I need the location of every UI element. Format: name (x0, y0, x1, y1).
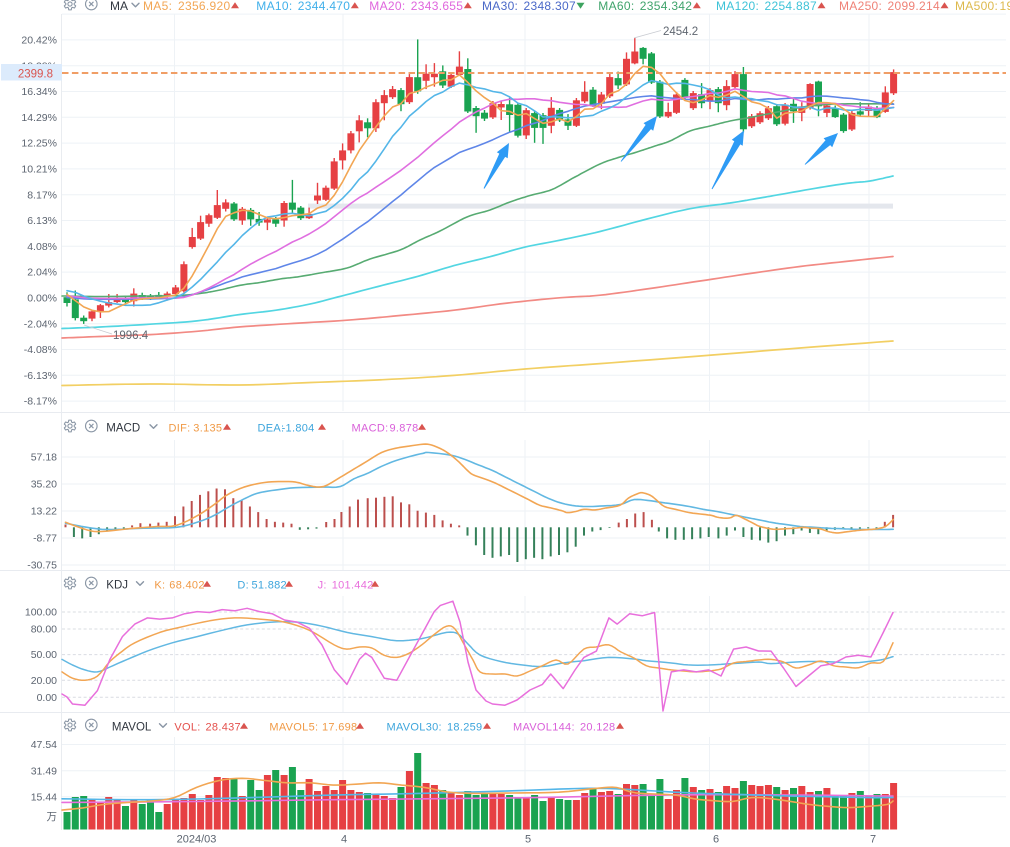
svg-text:47.54: 47.54 (31, 739, 57, 751)
svg-text:2024/03: 2024/03 (177, 834, 217, 846)
svg-text:MA5:: MA5: (143, 0, 172, 13)
svg-text:14.29%: 14.29% (21, 112, 57, 124)
svg-text:2399.8: 2399.8 (18, 68, 53, 80)
svg-text:17.698: 17.698 (322, 721, 357, 733)
svg-text:K:: K: (154, 579, 165, 591)
svg-text:68.402: 68.402 (169, 579, 204, 591)
svg-text:MA30:: MA30: (482, 0, 518, 13)
svg-text:MAVOL30:: MAVOL30: (387, 721, 442, 733)
svg-text:MA60:: MA60: (598, 0, 634, 13)
svg-text:MACD:: MACD: (352, 422, 389, 434)
svg-text:13.22: 13.22 (31, 506, 57, 518)
svg-text:MA20:: MA20: (369, 0, 405, 13)
svg-text:2.04%: 2.04% (27, 267, 57, 279)
svg-text:28.437: 28.437 (206, 721, 241, 733)
svg-text:35.20: 35.20 (31, 479, 57, 491)
svg-text:20.42%: 20.42% (21, 35, 57, 47)
svg-text:4.08%: 4.08% (27, 241, 57, 253)
svg-text:8.17%: 8.17% (27, 189, 57, 201)
svg-text:5: 5 (525, 834, 531, 846)
svg-text:-6.13%: -6.13% (24, 370, 57, 382)
svg-text:4: 4 (341, 834, 347, 846)
svg-text:MA120:: MA120: (716, 0, 759, 13)
svg-text:-2.04%: -2.04% (24, 318, 57, 330)
svg-text:50.00: 50.00 (31, 649, 57, 661)
svg-text:57.18: 57.18 (31, 452, 57, 464)
svg-text:2254.887: 2254.887 (765, 0, 817, 13)
svg-text:2354.342: 2354.342 (640, 0, 692, 13)
svg-text:MACD: MACD (106, 422, 140, 434)
svg-text:6: 6 (713, 834, 719, 846)
svg-text:J:: J: (318, 579, 327, 591)
svg-text:100.00: 100.00 (25, 607, 57, 619)
svg-text:MA500:: MA500: (955, 0, 998, 13)
svg-text:MA10:: MA10: (256, 0, 292, 13)
svg-text:DEA:: DEA: (258, 422, 285, 434)
svg-text:2343.655: 2343.655 (411, 0, 463, 13)
svg-text:51.882: 51.882 (252, 579, 287, 591)
svg-text:万: 万 (47, 811, 58, 823)
svg-text:0.00%: 0.00% (27, 293, 57, 305)
svg-text:MA: MA (110, 0, 128, 13)
svg-text:-4.08%: -4.08% (24, 344, 57, 356)
svg-text:80.00: 80.00 (31, 624, 57, 636)
svg-text:2348.307: 2348.307 (524, 0, 576, 13)
svg-text:MAVOL: MAVOL (112, 721, 152, 733)
svg-text:0.00: 0.00 (37, 692, 58, 704)
svg-text:2344.470: 2344.470 (298, 0, 350, 13)
svg-text:-30.75: -30.75 (27, 560, 57, 572)
svg-text:3.135: 3.135 (193, 422, 222, 434)
svg-text:7: 7 (870, 834, 876, 846)
svg-text:18.259: 18.259 (447, 721, 482, 733)
svg-text:6.13%: 6.13% (27, 215, 57, 227)
svg-text:9.878: 9.878 (390, 422, 419, 434)
svg-text:20.00: 20.00 (31, 675, 57, 687)
svg-text:MA250:: MA250: (839, 0, 882, 13)
svg-text:1996.4: 1996.4 (113, 330, 149, 342)
svg-text:2454.2: 2454.2 (663, 26, 698, 38)
svg-text:1987.654: 1987.654 (1000, 0, 1010, 13)
svg-text:10.21%: 10.21% (21, 164, 57, 176)
svg-text:MAVOL144:: MAVOL144: (513, 721, 575, 733)
svg-text:2356.920: 2356.920 (178, 0, 230, 13)
svg-text:31.49: 31.49 (31, 765, 57, 777)
svg-text:20.128: 20.128 (580, 721, 615, 733)
svg-text:-8.17%: -8.17% (24, 396, 57, 408)
svg-text:MAVOL5:: MAVOL5: (269, 721, 318, 733)
svg-text:KDJ: KDJ (106, 579, 128, 591)
svg-text:D:: D: (237, 579, 249, 591)
svg-text:DIF:: DIF: (169, 422, 191, 434)
svg-text:VOL:: VOL: (174, 721, 200, 733)
svg-text:12.25%: 12.25% (21, 138, 57, 150)
svg-text:-1.804: -1.804 (282, 422, 315, 434)
svg-text:2099.214: 2099.214 (888, 0, 940, 13)
svg-text:15.44: 15.44 (31, 791, 57, 803)
svg-text:16.34%: 16.34% (21, 86, 57, 98)
svg-text:-8.77: -8.77 (33, 533, 57, 545)
svg-text:101.442: 101.442 (332, 579, 374, 591)
